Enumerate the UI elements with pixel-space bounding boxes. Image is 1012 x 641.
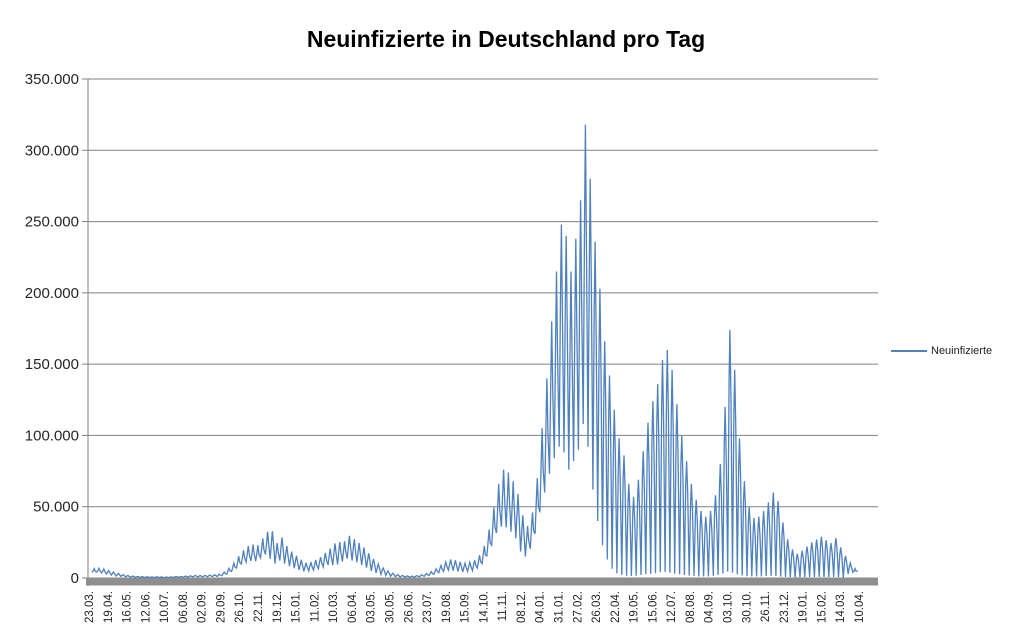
x-axis-label: 22.04. [610, 591, 622, 623]
x-axis-label: 29.09. [215, 591, 227, 623]
x-axis-label: 23.03. [84, 591, 96, 623]
x-axis-label: 30.10. [741, 591, 753, 623]
x-axis-label: 26.11. [760, 591, 772, 622]
x-axis-label: 04.01. [535, 591, 547, 623]
x-axis-label: 19.05. [629, 591, 641, 623]
x-axis-label: 27.02. [572, 591, 584, 623]
legend: Neuinfizierte [891, 345, 992, 357]
x-axis-label: 26.06. [403, 591, 415, 623]
x-axis-label: 11.11. [497, 591, 509, 621]
x-axis-label: 19.08. [441, 591, 453, 623]
x-axis-label: 12.07. [666, 591, 678, 623]
x-axis-label: 15.02. [816, 591, 828, 623]
x-axis-label: 14.03. [835, 591, 847, 623]
x-axis-label: 19.04. [103, 591, 115, 623]
series-line-neuinfizierte [91, 124, 858, 579]
x-axis-bar [86, 577, 878, 586]
y-axis-label: 250.000 [25, 214, 79, 231]
y-axis-label: 150.000 [25, 356, 79, 373]
y-axis-label: 100.000 [25, 427, 79, 444]
x-axis-label: 03.05. [366, 591, 378, 623]
legend-series-label: Neuinfizierte [931, 345, 993, 357]
x-axis-label: 10.04. [854, 591, 866, 623]
x-axis-label: 15.01. [291, 591, 303, 623]
x-axis-label: 14.10. [478, 591, 490, 623]
x-axis-label: 11.02. [309, 591, 321, 622]
x-axis-label: 26.03. [591, 591, 603, 623]
x-axis-label: 04.09. [704, 591, 716, 623]
x-axis-label: 02.09. [197, 591, 209, 623]
legend-line-sample [891, 350, 927, 352]
y-axis-label: 50.000 [33, 499, 79, 516]
x-axis-label: 08.08. [685, 591, 697, 623]
x-axis-label: 30.05. [384, 591, 396, 623]
chart-title: Neuinfizierte in Deutschland pro Tag [306, 26, 706, 52]
x-axis-label: 23.12. [779, 591, 791, 623]
x-axis-label: 15.06. [647, 591, 659, 623]
x-axis-label: 19.01. [798, 591, 810, 623]
x-axis-label: 16.05. [122, 591, 134, 623]
x-axis-label: 26.10. [234, 591, 246, 623]
x-axis-label: 12.06. [140, 591, 152, 623]
y-axis-label: 350.000 [25, 71, 79, 88]
y-axis-label: 300.000 [25, 142, 79, 159]
x-axis-label: 15.09. [460, 591, 472, 623]
x-axis-label: 06.04. [347, 591, 359, 623]
x-axis-label: 08.12. [516, 591, 528, 623]
x-axis-label: 23.07. [422, 591, 434, 623]
y-axis-label: 0 [71, 570, 79, 587]
y-axis-label: 200.000 [25, 285, 79, 302]
x-axis-label: 06.08. [178, 591, 190, 623]
x-axis-label: 19.12. [272, 591, 284, 623]
x-axis-label: 03.10. [723, 591, 735, 623]
x-axis-label: 10.07. [159, 591, 171, 623]
x-axis-label: 10.03. [328, 591, 340, 623]
x-axis-label: 22.11. [253, 591, 265, 622]
x-axis-label: 31.01. [554, 591, 566, 623]
